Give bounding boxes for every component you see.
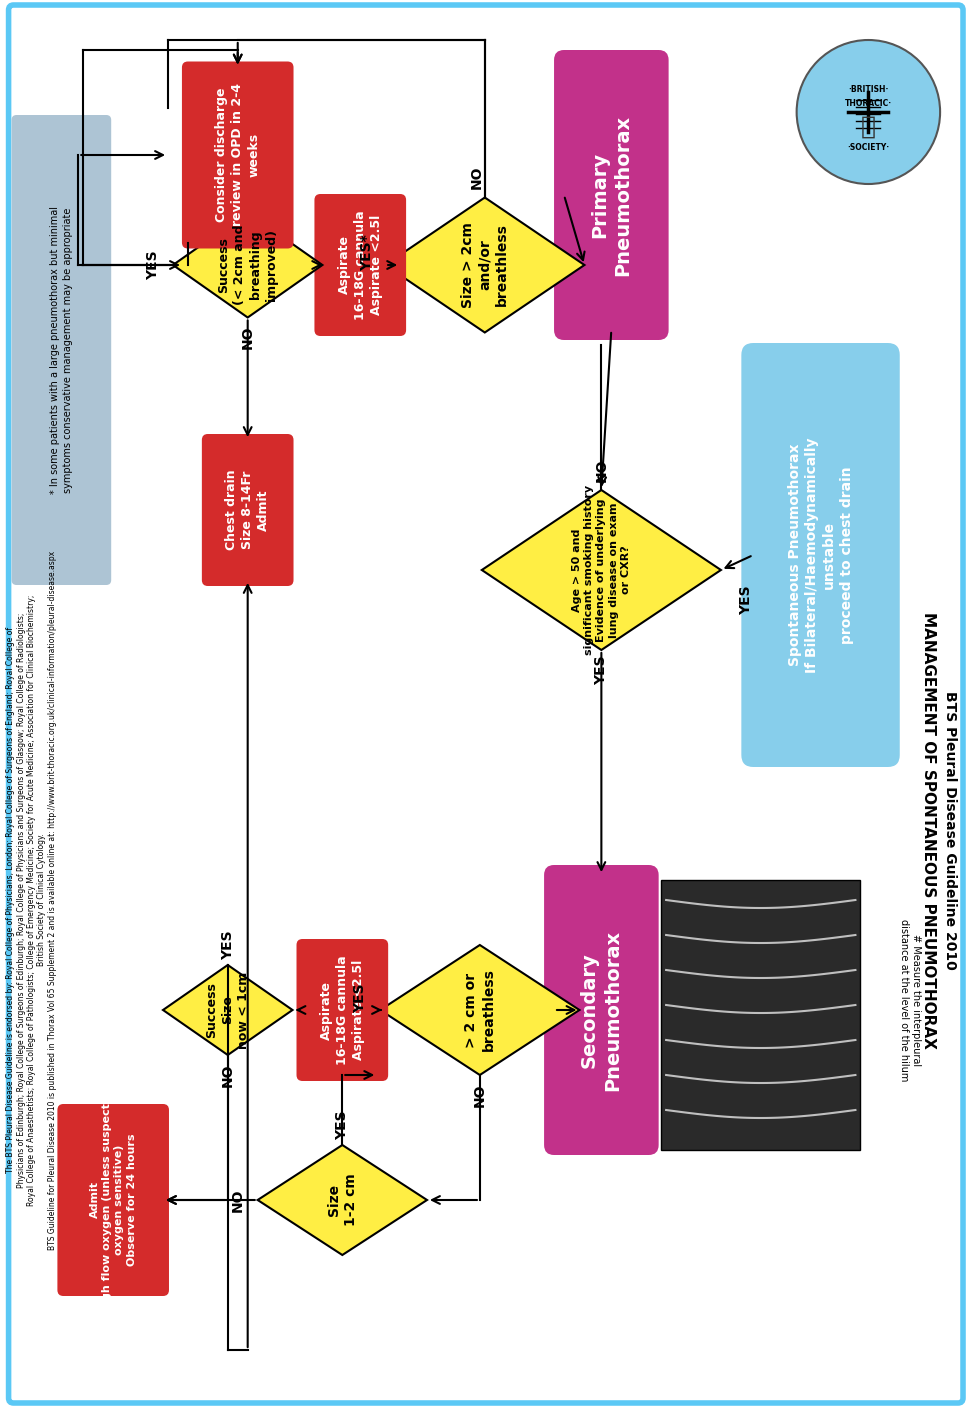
Text: Size > 2cm
and/or
breathless: Size > 2cm and/or breathless	[461, 222, 509, 308]
FancyBboxPatch shape	[57, 1104, 169, 1295]
Text: YES: YES	[221, 931, 235, 960]
Polygon shape	[163, 964, 292, 1055]
Text: BTS Pleural Disease Guideline 2010: BTS Pleural Disease Guideline 2010	[943, 691, 957, 969]
Text: * In some patients with a large pneumothorax but minimal
symptoms conservative m: * In some patients with a large pneumoth…	[50, 206, 73, 494]
Text: > 2 cm or
breathless: > 2 cm or breathless	[465, 969, 496, 1052]
Text: Success
Size
now < 1cm: Success Size now < 1cm	[205, 972, 251, 1049]
Text: YES*: YES*	[360, 235, 375, 272]
Text: THORACIC·: THORACIC·	[845, 99, 892, 107]
FancyBboxPatch shape	[12, 115, 111, 584]
Polygon shape	[482, 490, 721, 650]
Text: Consider discharge
review in OPD in 2-4
weeks: Consider discharge review in OPD in 2-4 …	[215, 83, 260, 227]
FancyBboxPatch shape	[554, 51, 669, 339]
Text: NO: NO	[230, 1188, 245, 1212]
Text: ·BRITISH·: ·BRITISH·	[848, 86, 889, 94]
Text: NO: NO	[221, 1063, 235, 1087]
Text: Success
(< 2cm and
breathing
improved): Success (< 2cm and breathing improved)	[217, 225, 278, 306]
Text: YES: YES	[594, 655, 608, 684]
FancyBboxPatch shape	[741, 344, 899, 767]
Text: NO: NO	[241, 325, 255, 349]
Text: YES: YES	[739, 586, 753, 615]
Text: 🦁: 🦁	[861, 115, 876, 139]
FancyBboxPatch shape	[296, 939, 388, 1081]
Circle shape	[797, 39, 940, 184]
Text: NO: NO	[472, 1083, 487, 1107]
Text: Secondary
Pneumothorax: Secondary Pneumothorax	[580, 929, 622, 1091]
Text: Chest drain
Size 8-14Fr
Admit: Chest drain Size 8-14Fr Admit	[226, 470, 270, 551]
Text: # Measure the interpleural
distance at the level of the hilum: # Measure the interpleural distance at t…	[899, 919, 921, 1081]
Text: Primary
Pneumothorax: Primary Pneumothorax	[590, 114, 632, 276]
Text: YES: YES	[335, 1110, 349, 1140]
FancyBboxPatch shape	[544, 865, 658, 1155]
Text: YES: YES	[353, 983, 367, 1012]
Text: NO: NO	[469, 166, 484, 189]
Text: MANAGEMENT OF SPONTANEOUS PNEUMOTHORAX: MANAGEMENT OF SPONTANEOUS PNEUMOTHORAX	[921, 611, 936, 1049]
FancyBboxPatch shape	[315, 194, 407, 337]
Polygon shape	[380, 945, 580, 1074]
Text: ·SOCIETY·: ·SOCIETY·	[847, 144, 890, 152]
Text: The BTS Pleural Disease Guideline is endorsed by: Royal College of Physicians, L: The BTS Pleural Disease Guideline is end…	[6, 551, 57, 1249]
FancyBboxPatch shape	[661, 880, 861, 1150]
Text: Spontaneous Pneumothorax
If Bilateral/Haemodynamically
unstable
proceed to chest: Spontaneous Pneumothorax If Bilateral/Ha…	[788, 438, 854, 673]
Text: YES: YES	[146, 251, 160, 280]
Text: Admit
High flow oxygen (unless suspected
oxygen sensitive)
Observe for 24 hours: Admit High flow oxygen (unless suspected…	[90, 1087, 136, 1312]
FancyBboxPatch shape	[182, 62, 293, 248]
Polygon shape	[173, 213, 322, 317]
Text: Size
1-2 cm: Size 1-2 cm	[326, 1174, 358, 1226]
Text: Aspirate
16-18G cannula
Aspirate <2.5l: Aspirate 16-18G cannula Aspirate <2.5l	[319, 955, 365, 1064]
Text: Age > 50 and
significant smoking history
Evidence of underlying
lung disease on : Age > 50 and significant smoking history…	[571, 484, 631, 655]
FancyBboxPatch shape	[202, 434, 293, 586]
Polygon shape	[257, 1145, 427, 1255]
FancyBboxPatch shape	[9, 6, 963, 1402]
Text: Aspirate
16-18G cannula
Aspirate <2.5l: Aspirate 16-18G cannula Aspirate <2.5l	[338, 210, 382, 320]
Text: NO: NO	[594, 458, 608, 482]
Polygon shape	[385, 197, 585, 332]
